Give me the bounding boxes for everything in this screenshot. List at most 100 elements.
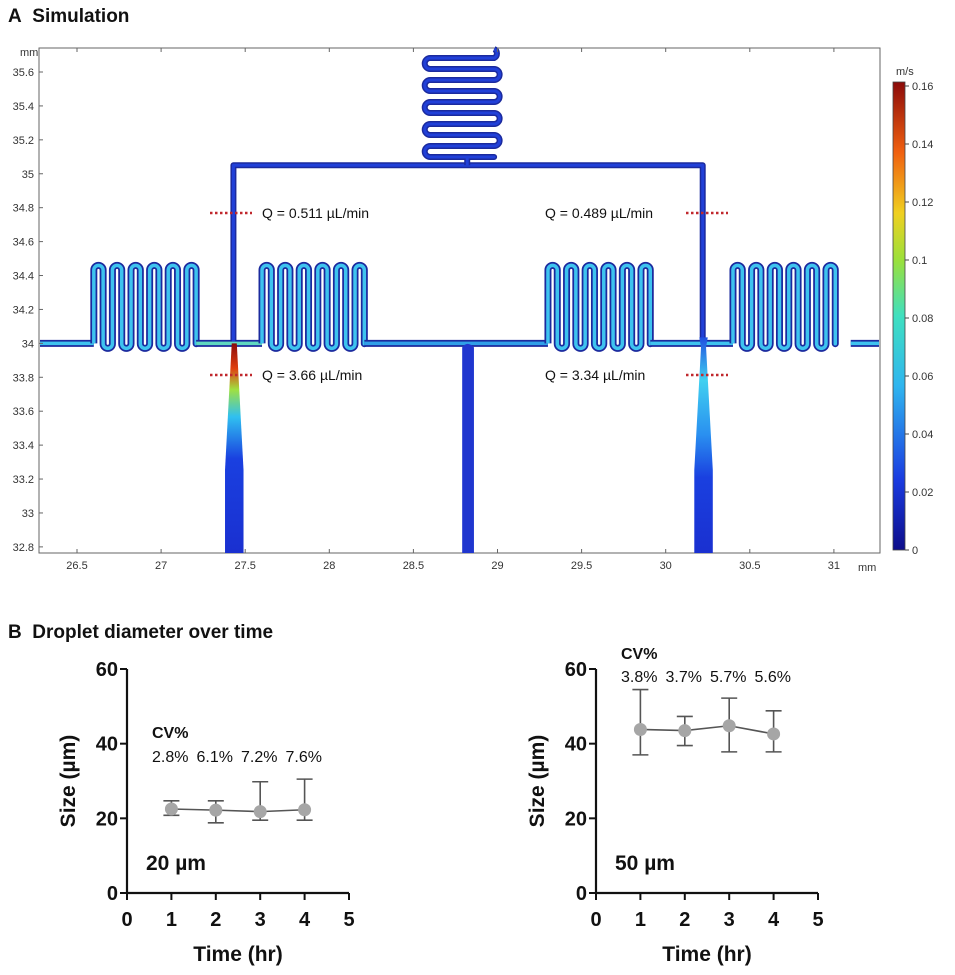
colorbar: m/s 0.16 0.14 0.12 0.1 0.08 0.06 0.04 0.02 0 [892, 66, 933, 557]
y-unit-label: mm [20, 47, 38, 59]
data-point [209, 803, 223, 817]
serpentine-1 [92, 263, 198, 351]
y-tick-label: 32.8 [13, 542, 34, 554]
cv-header: CV% [621, 646, 657, 663]
data-point [298, 803, 312, 817]
cv-label: 7.6% [286, 749, 322, 766]
x-tick-label: 0 [590, 909, 601, 931]
x-tick-label: 1 [166, 909, 177, 931]
cv-label: 3.7% [666, 669, 702, 686]
x-tick-label: 2 [210, 909, 221, 931]
panel-b-title: Droplet diameter over time [32, 622, 274, 643]
chart-50um: 0 20 40 60 0 1 2 3 4 5 Time (hr) Size (µm) CV% 3.8% 3.… [526, 646, 824, 966]
y-tick-label: 34.6 [13, 237, 34, 249]
data-point [678, 724, 692, 738]
y-tick-label: 35.2 [13, 135, 34, 147]
simulation-plot: 26.5 27 27.5 28 28.5 29 29.5 30 30.5 31 35.6 35.4 35… [13, 46, 933, 574]
colorbar-tick-label: 0 [912, 545, 918, 557]
colorbar-tick-label: 0.14 [912, 139, 933, 151]
x-tick-label: 31 [828, 560, 840, 572]
panel-a-letter: A [8, 6, 22, 27]
flow-label-upper-left: Q = 0.511 µL/min [262, 205, 369, 221]
cv-label: 5.7% [710, 669, 746, 686]
x-tick-label: 27.5 [234, 560, 255, 572]
colorbar-tick-label: 0.02 [912, 487, 933, 499]
y-tick-label: 34.2 [13, 304, 34, 316]
flow-label-lower-right: Q = 3.34 µL/min [545, 367, 645, 383]
axis-ticks: 26.5 27 27.5 28 28.5 29 29.5 30 30.5 31 35.6 35.4 35… [13, 48, 840, 572]
y-tick-label: 33 [22, 508, 34, 520]
colorbar-tick-label: 0.08 [912, 313, 933, 325]
serpentine-2 [260, 263, 367, 351]
y-tick-label: 33.4 [13, 440, 34, 452]
colorbar-tick-label: 0.1 [912, 255, 927, 267]
size-annotation: 50 µm [615, 852, 675, 875]
y-axis-title: Size (µm) [57, 735, 80, 828]
flow-rate-annotations: Q = 0.511 µL/min Q = 0.489 µL/min Q = 3.… [210, 205, 728, 383]
x-tick-label: 5 [343, 909, 354, 931]
y-tick-label: 35.6 [13, 67, 34, 79]
microfluidic-channels [40, 46, 879, 553]
colorbar-tick-label: 0.16 [912, 81, 933, 93]
y-tick-label: 35.4 [13, 101, 34, 113]
x-tick-label: 29.5 [571, 560, 592, 572]
data-point [722, 719, 736, 733]
x-tick-label: 4 [299, 909, 311, 931]
y-tick-label: 0 [576, 883, 587, 905]
cv-label: 5.6% [755, 669, 791, 686]
x-tick-label: 28 [323, 560, 335, 572]
y-tick-label: 34.4 [13, 271, 34, 283]
y-tick-label: 33.6 [13, 406, 34, 418]
x-tick-label: 30 [660, 560, 672, 572]
chart-20um: 0 20 40 60 0 1 2 3 4 5 Time (hr) Size (µm) CV% 2.8% 6.… [57, 659, 355, 966]
size-annotation: 20 µm [146, 852, 206, 875]
colorbar-tick-label: 0.12 [912, 197, 933, 209]
y-tick-label: 20 [96, 808, 118, 830]
x-tick-label: 0 [121, 909, 132, 931]
x-tick-label: 4 [768, 909, 780, 931]
serpentine-4 [731, 263, 838, 351]
y-tick-label: 20 [565, 808, 587, 830]
mean-line [640, 724, 774, 735]
top-serpentine [423, 47, 502, 166]
x-axis-title: Time (hr) [193, 943, 282, 966]
x-tick-label: 26.5 [66, 560, 87, 572]
colorbar-gradient [892, 81, 906, 551]
x-tick-label: 28.5 [403, 560, 424, 572]
y-tick-label: 60 [96, 659, 118, 681]
y-tick-label: 33.8 [13, 372, 34, 384]
panel-a-label: A Simulation [8, 6, 129, 28]
x-tick-label: 29 [491, 560, 503, 572]
y-tick-label: 0 [107, 883, 118, 905]
outlet-right [694, 337, 713, 553]
flow-label-lower-left: Q = 3.66 µL/min [262, 367, 362, 383]
outlet-left [225, 343, 244, 553]
mean-line [171, 808, 305, 813]
x-tick-label: 3 [724, 909, 735, 931]
x-tick-label: 5 [812, 909, 823, 931]
y-axis-title: Size (µm) [526, 735, 549, 828]
y-tick-label: 40 [565, 734, 587, 756]
cv-label: 7.2% [241, 749, 277, 766]
y-tick-label: 33.2 [13, 474, 34, 486]
x-tick-label: 3 [255, 909, 266, 931]
x-tick-label: 27 [155, 560, 167, 572]
flow-label-upper-right: Q = 0.489 µL/min [545, 205, 653, 221]
x-tick-label: 2 [679, 909, 690, 931]
colorbar-tick-label: 0.04 [912, 429, 933, 441]
y-tick-label: 60 [565, 659, 587, 681]
data-point [633, 722, 647, 736]
cv-label: 6.1% [197, 749, 233, 766]
y-tick-label: 40 [96, 734, 118, 756]
cv-label: 3.8% [621, 669, 657, 686]
colorbar-unit: m/s [896, 66, 914, 78]
y-tick-label: 35 [22, 169, 34, 181]
x-tick-label: 30.5 [739, 560, 760, 572]
x-unit-label: mm [858, 562, 876, 574]
y-tick-label: 34.8 [13, 203, 34, 215]
colorbar-tick-label: 0.06 [912, 371, 933, 383]
panel-b-letter: B [8, 622, 22, 643]
cv-label: 2.8% [152, 749, 188, 766]
x-axis-title: Time (hr) [662, 943, 751, 966]
data-point [767, 727, 781, 741]
